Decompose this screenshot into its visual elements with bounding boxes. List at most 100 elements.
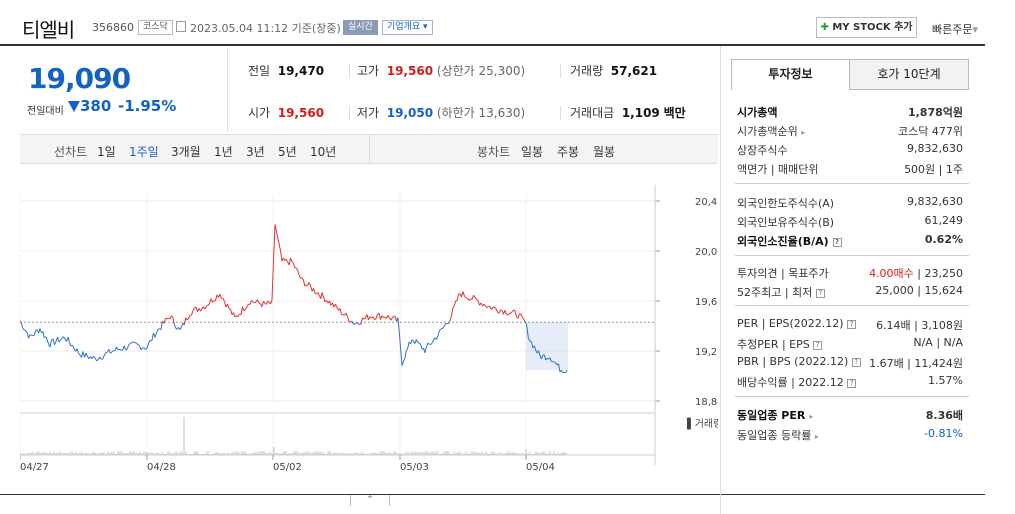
price-line-segment: [186, 318, 189, 321]
price-line-segment: [297, 270, 300, 276]
chevron-down-icon: ▾: [423, 22, 428, 32]
price-line-segment: [380, 315, 383, 320]
help-icon[interactable]: ?: [832, 237, 842, 247]
price-line-segment: [160, 320, 163, 330]
price-line-segment: [116, 346, 119, 350]
price-line-segment: [60, 337, 63, 341]
price-line-segment: [407, 341, 410, 349]
x-tick-label: 04/28: [147, 462, 176, 473]
div-label: 배당수익률 | 2022.12 ?: [737, 374, 857, 390]
divider: [735, 305, 969, 306]
help-icon[interactable]: ?: [847, 319, 857, 329]
price-line-segment: [263, 300, 266, 304]
price-line-segment: [215, 294, 218, 301]
down-triangle-icon: [68, 101, 80, 112]
mcap-rank-label[interactable]: 시가총액순위 ▸: [737, 125, 806, 138]
price-line-segment: [273, 224, 276, 261]
shares-label: 상장주식수: [737, 144, 788, 157]
price-line-segment: [108, 349, 111, 354]
price-line-segment: [270, 299, 273, 305]
price-line-segment: [533, 345, 537, 351]
company-overview-button[interactable]: 기업개요 ▾: [382, 20, 433, 35]
price-line-segment: [381, 315, 384, 318]
price-line-segment: [369, 316, 372, 319]
pbr-label: PBR | BPS (2022.12) ?: [737, 355, 861, 368]
candle-daily[interactable]: 일봉: [521, 145, 544, 159]
sector-per-value: 8.36배: [925, 409, 963, 422]
price-chart[interactable]: 20,431 20,035 19,638 19,242 18,846 ▌거래량 04/27 0…: [20, 165, 718, 495]
trade-amount: 거래대금 1,109 백만: [570, 106, 686, 120]
period-1d[interactable]: 1일: [97, 145, 116, 159]
price-line-segment: [509, 312, 511, 315]
sector-rate-label[interactable]: 동일업종 등락률 ▸: [737, 429, 819, 442]
price-line-segment: [304, 284, 307, 287]
price-line-segment: [99, 356, 102, 360]
help-icon[interactable]: ?: [847, 378, 857, 388]
x-tick-label: 05/04: [526, 462, 555, 473]
price-line-segment: [480, 302, 483, 307]
price-line-segment: [102, 355, 105, 360]
period-3y[interactable]: 3년: [246, 145, 265, 159]
divider: [735, 183, 969, 184]
price-line-segment: [192, 307, 195, 311]
price-line-segment: [227, 303, 230, 309]
price-line-segment: [188, 315, 191, 319]
price-line-segment: [347, 316, 350, 322]
divider: [560, 106, 561, 120]
price-line-segment: [354, 322, 357, 325]
est-per-label: 추정PER | EPS ?: [737, 336, 823, 352]
price-line-segment: [549, 357, 552, 362]
price-line-segment: [339, 308, 342, 315]
period-5y[interactable]: 5년: [278, 145, 297, 159]
period-10y[interactable]: 10년: [310, 145, 337, 159]
price-line-segment: [468, 298, 471, 301]
price-line-segment: [49, 339, 52, 348]
price-line-segment: [308, 282, 312, 287]
period-1w[interactable]: 1주일: [129, 145, 159, 159]
price-line-segment: [191, 310, 194, 316]
help-icon[interactable]: ?: [813, 340, 823, 350]
price-line-segment: [498, 309, 501, 314]
price-line-segment: [524, 321, 528, 326]
tab-invest-info[interactable]: 투자정보: [731, 59, 850, 90]
quick-order-button[interactable]: 빠른주문▾: [932, 23, 979, 36]
price-line-segment: [391, 316, 395, 319]
stock-name: 티엘비: [22, 18, 75, 42]
price-line-segment: [314, 292, 317, 295]
price-line-segment: [526, 324, 529, 338]
help-icon[interactable]: ?: [851, 357, 861, 367]
open-price: 시가 19,560: [248, 106, 325, 120]
price-line-segment: [427, 342, 430, 345]
period-3m[interactable]: 3개월: [171, 145, 201, 159]
price-line-segment: [245, 306, 248, 310]
price-line-segment: [130, 341, 133, 344]
sector-per-label[interactable]: 동일업종 PER ▸: [737, 409, 814, 422]
chart-collapse-button[interactable]: ⌃: [350, 494, 390, 506]
candle-weekly[interactable]: 주봉: [557, 145, 580, 159]
price-line-segment: [452, 305, 455, 309]
mcap-label: 시가총액: [737, 106, 778, 119]
high-price: 고가 19,560 (상한가 25,300): [357, 64, 526, 78]
price-line-segment: [372, 316, 375, 320]
period-1y[interactable]: 1년: [214, 145, 233, 159]
mystock-add-button[interactable]: ✚ MY STOCK 추가: [816, 17, 917, 38]
price-line-segment: [292, 263, 296, 269]
price-line-segment: [163, 318, 166, 324]
help-icon[interactable]: ?: [815, 288, 825, 298]
price-line-segment: [46, 339, 50, 345]
price-line-segment: [195, 306, 198, 312]
price-line-segment: [139, 345, 142, 351]
market-badge: 코스닥: [138, 20, 173, 35]
realtime-badge[interactable]: 실시간: [343, 20, 378, 35]
foreign-rate-label: 외국인소진율(B/A) ?: [737, 233, 842, 249]
price-line-segment: [288, 258, 292, 266]
y-tick-label: 20,035: [695, 247, 718, 258]
price-line-segment: [507, 313, 510, 316]
price-line-segment: [134, 341, 137, 344]
candle-monthly[interactable]: 월봉: [593, 145, 616, 159]
price-line-segment: [111, 350, 114, 353]
price-line-segment: [209, 298, 212, 304]
price-line-segment: [450, 307, 454, 316]
tab-orderbook[interactable]: 호가 10단계: [850, 59, 969, 90]
price-line-segment: [246, 303, 249, 307]
